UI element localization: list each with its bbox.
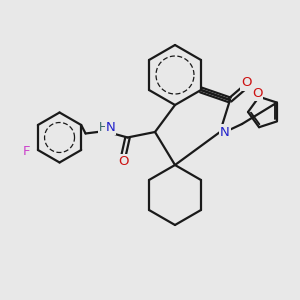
Text: O: O bbox=[118, 155, 129, 168]
Text: N: N bbox=[106, 121, 116, 134]
Text: H: H bbox=[99, 121, 108, 134]
Text: O: O bbox=[252, 87, 262, 100]
Text: N: N bbox=[220, 125, 230, 139]
Text: F: F bbox=[23, 146, 30, 158]
Text: O: O bbox=[241, 76, 251, 89]
